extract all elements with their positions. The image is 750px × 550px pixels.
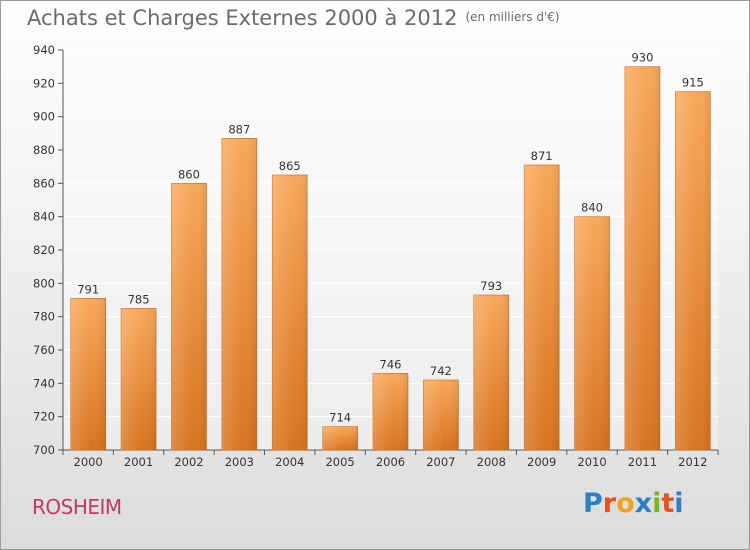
x-tick-label: 2004 xyxy=(275,455,304,469)
x-tick-label: 2000 xyxy=(74,455,103,469)
y-tick-label: 780 xyxy=(33,310,55,324)
label-layer: 791 2000 785 2001 860 2002 887 2003 865 2004 714 20… xyxy=(74,51,708,469)
x-tick-label: 2001 xyxy=(124,455,153,469)
data-label: 840 xyxy=(581,201,603,215)
data-label: 930 xyxy=(631,51,653,65)
data-label: 742 xyxy=(430,364,452,378)
x-tick-label: 2007 xyxy=(426,455,455,469)
bar-shade-2002 xyxy=(171,183,207,451)
data-label: 793 xyxy=(480,279,502,293)
bar-shade-2009 xyxy=(524,165,560,450)
bar-shade-2010 xyxy=(574,216,610,450)
chart-subtitle: (en milliers d'€) xyxy=(465,10,560,24)
data-label: 785 xyxy=(128,292,150,306)
logo-letter: i xyxy=(674,488,684,519)
y-tick-label: 740 xyxy=(33,376,55,390)
x-tick-label: 2011 xyxy=(628,455,657,469)
logo-letter: t xyxy=(661,488,675,519)
chart-title: Achats et Charges Externes 2000 à 2012 (e… xyxy=(27,6,560,30)
y-tick-label: 920 xyxy=(33,76,55,90)
bar-shade-2004 xyxy=(272,175,308,450)
x-tick-label: 2008 xyxy=(477,455,506,469)
data-label: 915 xyxy=(682,76,704,90)
bar-shade-2005 xyxy=(322,426,358,450)
chart-title-text: Achats et Charges Externes 2000 à 2012 xyxy=(27,6,458,30)
town-name: ROSHEIM xyxy=(32,495,122,519)
bar-shade-2012 xyxy=(675,91,711,451)
logo-letter: i xyxy=(652,488,662,519)
data-label: 865 xyxy=(279,159,301,173)
bar-shade-2001 xyxy=(121,308,157,450)
y-tick-label: 800 xyxy=(33,276,55,290)
y-tick-label: 700 xyxy=(33,443,55,457)
x-tick-label: 2002 xyxy=(174,455,203,469)
bar-shade-2003 xyxy=(221,138,257,451)
data-label: 887 xyxy=(228,122,250,136)
logo-letter: P xyxy=(583,488,603,519)
data-label: 791 xyxy=(77,282,99,296)
data-label: 871 xyxy=(531,149,553,163)
logo-letter: r xyxy=(602,488,617,519)
y-tick-label: 860 xyxy=(33,176,55,190)
data-label: 714 xyxy=(329,411,351,425)
y-tick-label: 900 xyxy=(33,110,55,124)
data-label: 746 xyxy=(380,357,402,371)
y-tick-label: 760 xyxy=(33,343,55,357)
data-label: 860 xyxy=(178,167,200,181)
bar-layer xyxy=(70,66,711,451)
x-tick-label: 2010 xyxy=(577,455,606,469)
proxiti-logo: Proxiti xyxy=(583,488,684,519)
x-tick-label: 2012 xyxy=(678,455,707,469)
x-tick-label: 2009 xyxy=(527,455,556,469)
y-tick-label: 720 xyxy=(33,410,55,424)
y-tick-label: 820 xyxy=(33,243,55,257)
bar-shade-2007 xyxy=(423,380,459,450)
y-tick-label: 940 xyxy=(33,43,55,57)
y-tick-label: 880 xyxy=(33,143,55,157)
bar-shade-2000 xyxy=(70,298,106,450)
logo-letter: x xyxy=(634,488,653,519)
logo-letter: o xyxy=(616,488,635,519)
bar-shade-2011 xyxy=(624,66,660,451)
bar-shade-2006 xyxy=(373,373,408,450)
x-tick-label: 2005 xyxy=(325,455,354,469)
bar-shade-2008 xyxy=(473,295,509,450)
x-tick-label: 2003 xyxy=(225,455,254,469)
x-tick-label: 2006 xyxy=(376,455,405,469)
y-tick-label: 840 xyxy=(33,210,55,224)
